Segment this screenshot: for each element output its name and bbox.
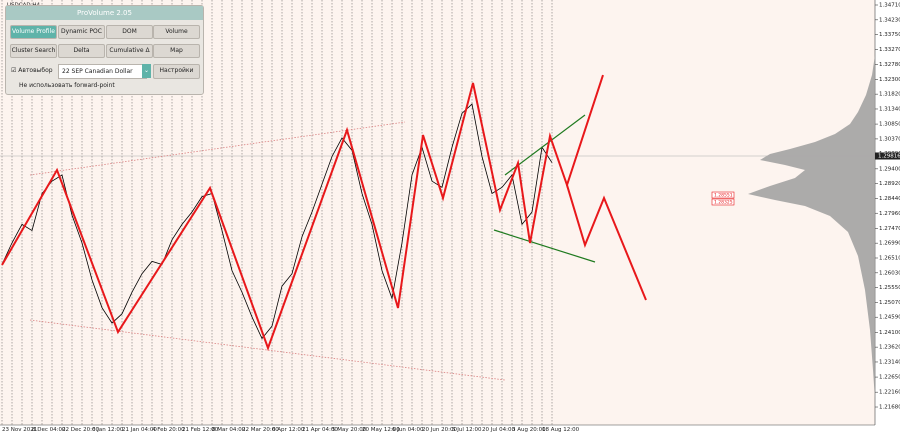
y-tick-label: 1.24100 (879, 330, 900, 336)
y-tick-label: 1.23620 (879, 345, 900, 351)
y-tick-label: 1.23140 (879, 359, 900, 365)
x-tick-label: 22 Mar 20:00 (242, 427, 279, 433)
y-tick-label: 1.32780 (879, 62, 900, 68)
x-tick-label: 18 Aug 12:00 (542, 427, 580, 433)
level-label: 1.28551 (714, 193, 733, 199)
zigzag-line (1, 74, 604, 351)
button[interactable]: Cluster Search (10, 44, 57, 58)
panel-title: ProVolume 2.05 (6, 6, 203, 20)
current-price-box (875, 152, 900, 160)
y-tick-label: 1.32300 (879, 77, 900, 83)
level-box (711, 198, 735, 206)
instrument-dropdown[interactable]: 22 SEP Canadian Dollar (58, 64, 147, 79)
x-tick-label: 22 Dec 20:00 (62, 427, 99, 433)
y-tick-label: 1.24590 (879, 315, 900, 321)
channel-line (493, 229, 596, 263)
x-tick-label: 20 Jul 04:00 (482, 427, 515, 433)
x-tick-label: 20 Jun 20:00 (422, 427, 457, 433)
x-tick-label: 4 Feb 20:00 (152, 427, 185, 433)
x-tick-label: 20 May 12:00 (362, 427, 400, 433)
x-tick-label: 6 Jan 12:00 (92, 427, 124, 433)
button[interactable]: Map (153, 44, 200, 58)
y-tick-label: 1.28920 (879, 181, 900, 187)
button[interactable]: Volume (153, 25, 200, 39)
y-tick-label: 1.34710 (879, 2, 900, 8)
y-tick-label: 1.26510 (879, 255, 900, 261)
y-tick-label: 1.22160 (879, 390, 900, 396)
y-tick-label: 1.30850 (879, 122, 900, 128)
x-tick-label: 6 Jun 04:00 (392, 427, 424, 433)
y-tick-label: 1.25550 (879, 285, 900, 291)
x-tick-label: 6 Apr 12:00 (272, 427, 305, 433)
volume-profile (748, 55, 875, 400)
x-tick-label: 5 Jul 12:00 (452, 427, 482, 433)
y-tick-label: 1.31820 (879, 92, 900, 98)
checkbox-label: Автовыбор (18, 67, 53, 74)
time-axis (0, 425, 900, 435)
x-tick-label: 8 Mar 04:00 (212, 427, 246, 433)
y-tick-label: 1.29400 (879, 166, 900, 172)
x-tick-label: 3 Aug 20:00 (512, 427, 546, 433)
y-tick-label: 1.31340 (879, 106, 900, 112)
y-tick-label: 1.26990 (879, 241, 900, 247)
x-tick-label: 8 Dec 04:00 (32, 427, 66, 433)
settings-button[interactable]: Настройки (153, 64, 200, 79)
price-axis (875, 0, 900, 435)
y-tick-label: 1.27960 (879, 211, 900, 217)
y-tick-label: 1.22650 (879, 375, 900, 381)
y-tick-label: 1.28440 (879, 196, 900, 202)
button[interactable]: DOM (106, 25, 153, 39)
y-tick-label: 1.25070 (879, 300, 900, 306)
y-tick-label: 1.21680 (879, 405, 900, 411)
y-tick-label: 1.30370 (879, 136, 900, 142)
x-tick-label: 21 Feb 12:00 (182, 427, 219, 433)
level-label: 1.28325 (714, 199, 733, 205)
button[interactable]: Cumulative Δ (106, 44, 153, 58)
level-box (711, 191, 735, 199)
forward-point-option[interactable]: Не использовать forward-point (19, 82, 115, 89)
y-tick-label: 1.33750 (879, 32, 900, 38)
dropdown-arrow[interactable]: ⌄ (142, 64, 151, 78)
current-price-label: 1.29816 (878, 153, 900, 159)
provolume-panel: ProVolume 2.05 Volume Profile Dynamic PO… (5, 5, 204, 95)
trend-line (29, 121, 406, 176)
y-tick-label: 1.27470 (879, 226, 900, 232)
price-line (1, 103, 553, 340)
y-tick-label: 1.34230 (879, 17, 900, 23)
button[interactable]: Dynamic POC (58, 25, 105, 39)
button[interactable]: Volume Profile (10, 25, 57, 39)
y-tick-label: 1.26030 (879, 270, 900, 276)
x-tick-label: 23 Nov 2021 (2, 427, 37, 433)
x-tick-label: 21 Jan 04:00 (122, 427, 157, 433)
y-tick-label: 1.33270 (879, 47, 900, 53)
checkbox[interactable]: ☑ Автовыбор (11, 67, 53, 74)
projection-line (566, 184, 647, 301)
x-tick-label: 5 May 20:00 (332, 427, 367, 433)
button[interactable]: Delta (58, 44, 105, 58)
x-tick-label: 21 Apr 04:00 (302, 427, 338, 433)
